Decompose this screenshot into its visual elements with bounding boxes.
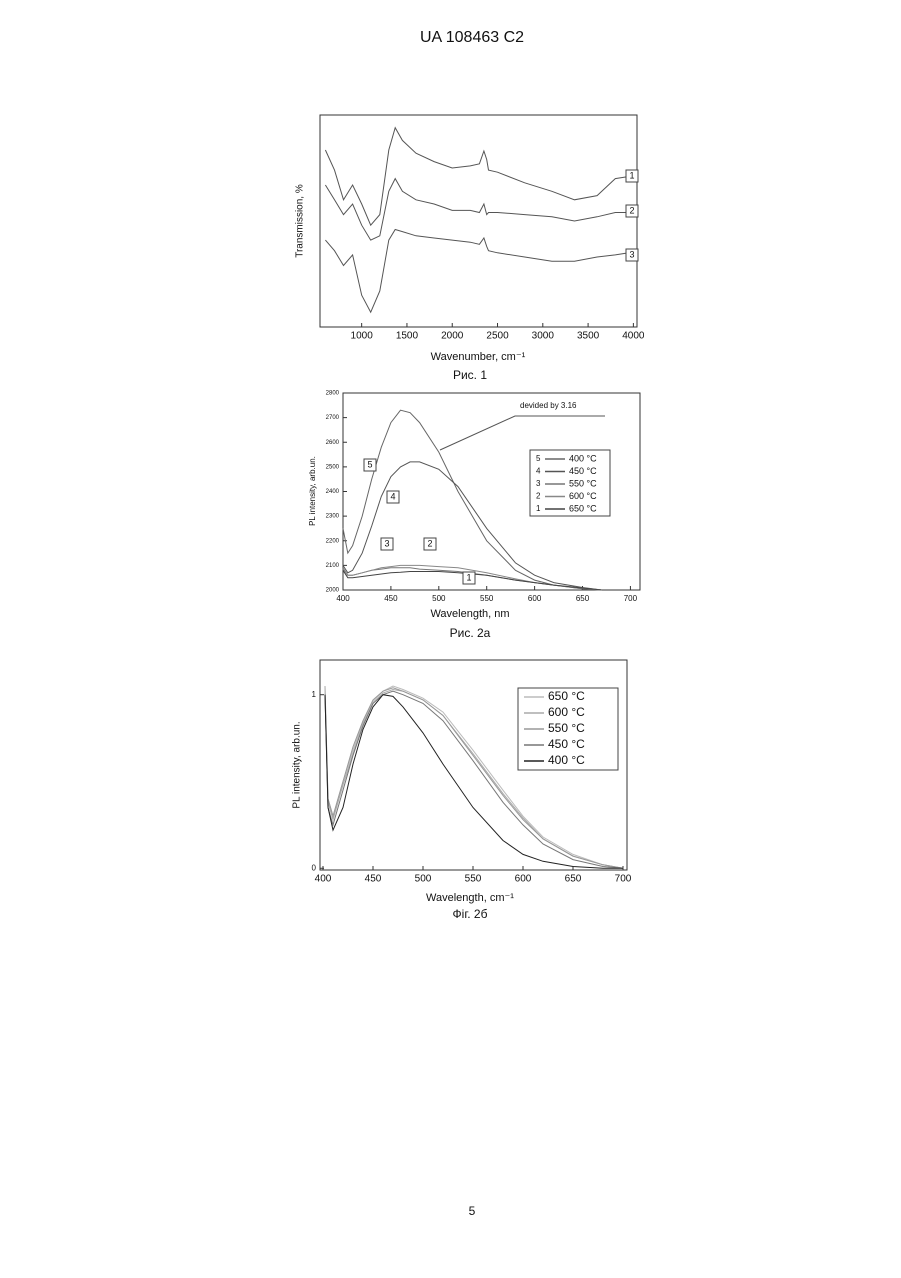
series-line	[325, 179, 628, 241]
series-line	[325, 128, 628, 226]
curve-label: 5	[367, 459, 372, 469]
curve-label: 4	[390, 491, 395, 501]
x-tick-label: 700	[624, 594, 638, 603]
legend-entry: 600 °C	[569, 491, 597, 501]
curve-label: 2	[427, 538, 432, 548]
legend-label: 4	[536, 467, 541, 476]
x-tick-label: 3000	[532, 331, 555, 342]
legend-label: 2	[536, 492, 541, 501]
y-tick-label: 2300	[326, 514, 340, 520]
y-tick-label: 0	[312, 863, 317, 872]
legend-label: 5	[536, 454, 541, 463]
x-tick-label: 2500	[486, 331, 509, 342]
plot-frame	[320, 115, 637, 327]
legend-entry: 650 °C	[548, 689, 585, 703]
y-tick-label: 2200	[326, 538, 340, 544]
y-tick-label: 2500	[326, 464, 340, 470]
x-tick-label: 600	[515, 874, 532, 885]
legend-entry: 450 °C	[569, 466, 597, 476]
header: UA 108463 C2	[420, 29, 524, 46]
figure-caption: Рис. 1	[453, 368, 487, 382]
curve-label: 3	[384, 538, 389, 548]
figure-caption: Фіг. 2б	[453, 907, 488, 921]
legend-entry: 450 °C	[548, 737, 585, 751]
y-tick-label: 2600	[326, 440, 340, 446]
curve-label: 1	[629, 170, 634, 180]
y-tick-label: 1	[312, 690, 317, 699]
legend-entry: 550 °C	[569, 478, 597, 488]
x-tick-label: 450	[384, 594, 398, 603]
x-tick-label: 600	[528, 594, 542, 603]
legend-label: 3	[536, 479, 541, 488]
page-number: 5	[469, 1204, 476, 1218]
x-tick-label: 700	[615, 874, 632, 885]
y-tick-label: 2700	[326, 415, 340, 421]
legend-entry: 400 °C	[569, 453, 597, 463]
annotation: devided by 3.16	[520, 401, 577, 410]
x-tick-label: 650	[565, 874, 582, 885]
y-axis-label: Transmission, %	[295, 184, 306, 258]
curve-label: 1	[466, 572, 471, 582]
x-tick-label: 500	[415, 874, 432, 885]
x-tick-label: 1500	[396, 331, 419, 342]
curve-label: 3	[629, 249, 634, 259]
y-tick-label: 2000	[326, 588, 340, 594]
annotation-pointer	[440, 416, 605, 450]
legend-entry: 650 °C	[569, 503, 597, 513]
figure-caption: Рис. 2а	[450, 626, 491, 640]
legend-entry: 550 °C	[548, 721, 585, 735]
x-tick-label: 1000	[351, 331, 374, 342]
x-axis-label: Wavelength, nm	[430, 608, 509, 620]
legend-entry: 600 °C	[548, 705, 585, 719]
x-tick-label: 400	[315, 874, 332, 885]
legend-label: 1	[536, 504, 541, 513]
y-axis-label: PL intensity, arb.un.	[292, 721, 303, 808]
curve-label: 2	[629, 205, 634, 215]
x-tick-label: 450	[365, 874, 382, 885]
y-tick-label: 2800	[326, 391, 340, 397]
y-axis-label: PL intensity, arb.un.	[308, 456, 317, 526]
page: {"header": "UA 108463 C2", "page_number"…	[0, 0, 901, 1273]
x-axis-label: Wavenumber, cm⁻¹	[431, 351, 526, 363]
x-tick-label: 400	[336, 594, 350, 603]
x-axis-label: Wavelength, cm⁻¹	[426, 892, 514, 904]
x-tick-label: 2000	[441, 331, 464, 342]
x-tick-label: 500	[432, 594, 446, 603]
x-tick-label: 650	[576, 594, 590, 603]
series-line	[325, 230, 628, 313]
x-tick-label: 550	[465, 874, 482, 885]
document: UA 108463 C2 5 1000150020002500300035004…	[0, 0, 901, 1273]
x-tick-label: 3500	[577, 331, 600, 342]
x-tick-label: 4000	[622, 331, 645, 342]
legend-entry: 400 °C	[548, 753, 585, 767]
y-tick-label: 2100	[326, 563, 340, 569]
y-tick-label: 2400	[326, 489, 340, 495]
x-tick-label: 550	[480, 594, 494, 603]
